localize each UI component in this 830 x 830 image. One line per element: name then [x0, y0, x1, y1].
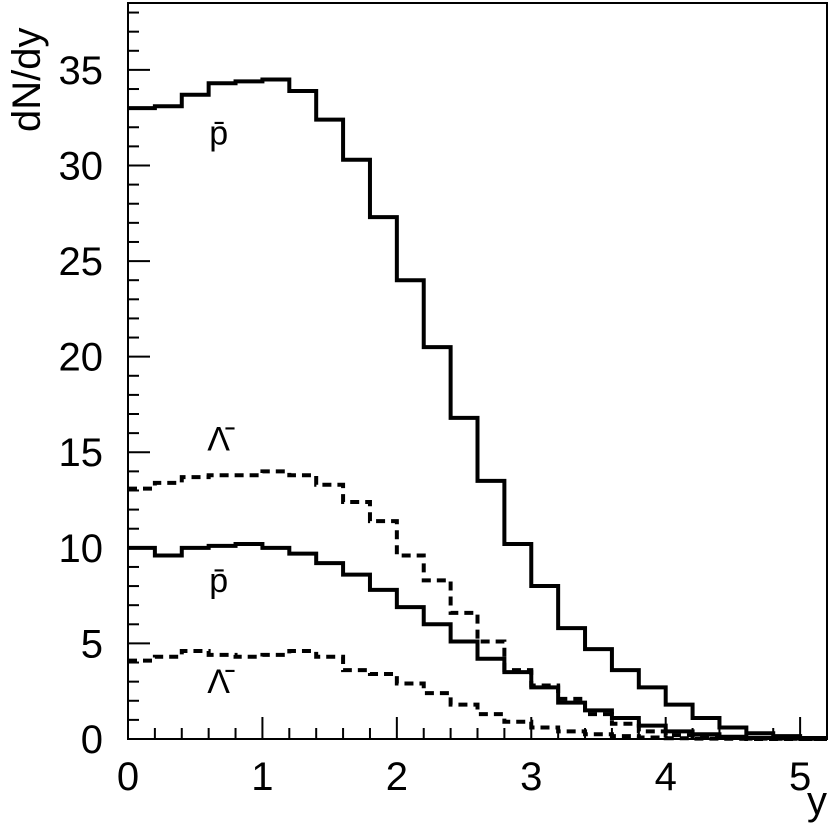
x-tick-label: 1: [251, 755, 273, 799]
series-3-line: [128, 542, 827, 741]
series-1-label: p̄: [209, 114, 228, 152]
y-tick-label: 35: [59, 49, 104, 93]
x-tick-label: 2: [386, 755, 408, 799]
x-tick-label: 4: [655, 755, 677, 799]
y-tick-label: 15: [59, 431, 104, 475]
plot-frame: [127, 2, 828, 740]
y-axis-title: dN/dy: [5, 28, 49, 133]
series-2-label: Λ̄: [207, 420, 235, 458]
series-2-line: [128, 469, 827, 741]
x-tick-label: 3: [520, 755, 542, 799]
series-4-line: [128, 649, 827, 741]
axis-tick-labels: 0 1 2 3 4 5 0 5 10 15 20 25 30 35: [59, 49, 812, 799]
y-tick-label: 20: [59, 336, 104, 380]
x-axis-title: y: [807, 779, 827, 823]
y-tick-label: 5: [81, 622, 103, 666]
series-3-label: p̄: [209, 562, 228, 600]
y-tick-label: 0: [81, 718, 103, 762]
y-tick-label: 10: [59, 527, 104, 571]
x-tick-label: 5: [789, 755, 811, 799]
y-tick-label: 25: [59, 240, 104, 284]
x-tick-label: 0: [117, 755, 139, 799]
series-label-group: p̄ Λ̄ p̄ Λ̄: [207, 114, 235, 701]
series-1-line: [128, 77, 827, 741]
y-tick-label: 30: [59, 144, 104, 188]
series-4-label: Λ̄: [207, 663, 235, 701]
series-group: [128, 77, 827, 741]
